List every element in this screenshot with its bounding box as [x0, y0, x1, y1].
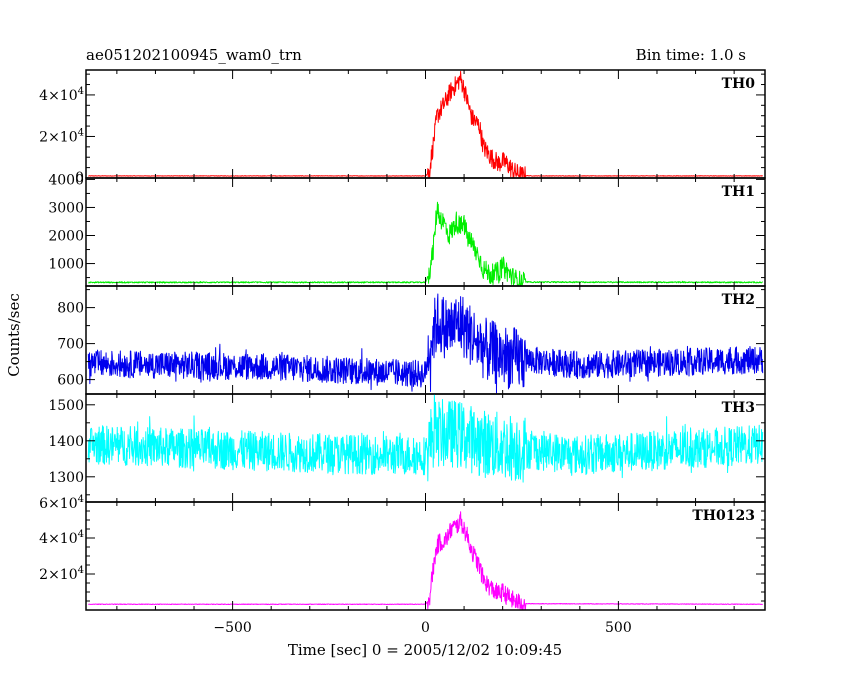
y-tick-label: 1000: [48, 257, 84, 273]
y-tick-label: 3000: [48, 200, 84, 216]
y-tick-label: 2×104: [39, 127, 84, 145]
panel-title: TH0: [722, 76, 756, 92]
panel-title: TH3: [722, 400, 755, 416]
y-tick-label: 4×104: [39, 529, 84, 547]
panel-th0123: 6×104 4×104 2×104 TH0123: [39, 494, 766, 611]
file-name-label: ae051202100945_wam0_trn: [86, 46, 302, 64]
y-tick-label: 2000: [48, 229, 84, 245]
panel-title: TH2: [722, 292, 755, 308]
y-tick-label: 600: [57, 373, 84, 389]
panel-frame: [85, 69, 766, 179]
x-tick-label: 0: [421, 620, 430, 636]
panel-title: TH0123: [692, 508, 755, 524]
panel-frame: [85, 177, 766, 287]
bin-time-label: Bin time: 1.0 s: [636, 46, 746, 64]
panel-th1: 4000 3000 2000 1000 TH1: [48, 172, 766, 287]
panel-th2: 800 700 600 TH2: [57, 285, 766, 395]
y-tick-label: 0: [75, 170, 84, 186]
panel-title: TH1: [722, 184, 755, 200]
y-tick-label: 1300: [48, 470, 84, 486]
series-line-th2: [87, 293, 764, 394]
series-line-th0: [88, 70, 763, 178]
y-tick-label: 800: [57, 301, 84, 317]
x-tick-label: −500: [213, 620, 251, 636]
y-axis-label: Counts/sec: [5, 293, 23, 377]
y-tick-label: 700: [57, 337, 84, 353]
y-tick-label: 6×104: [39, 494, 84, 512]
series-line-th3: [87, 394, 764, 483]
y-tick-label: 1500: [48, 398, 84, 414]
panel-frame: [85, 501, 766, 611]
panel-th3: 1500 1400 1300 TH3: [48, 393, 766, 503]
x-axis-label: Time [sec] 0 = 2005/12/02 10:09:45: [288, 641, 562, 659]
panel-th0: 4×104 2×104 0 TH0: [39, 69, 766, 186]
y-tick-label: 4×104: [39, 86, 84, 104]
y-tick-label: 2×104: [39, 565, 84, 583]
x-tick-label: 500: [605, 620, 632, 636]
series-line-th1: [88, 201, 763, 286]
series-line-th0123: [88, 511, 763, 610]
y-tick-label: 4000: [48, 172, 84, 188]
panel-stack: 4×104 2×104 0 TH0 4000 3000 2000 1000 TH1 800 700 6…: [39, 69, 766, 636]
y-tick-label: 1400: [48, 434, 84, 450]
